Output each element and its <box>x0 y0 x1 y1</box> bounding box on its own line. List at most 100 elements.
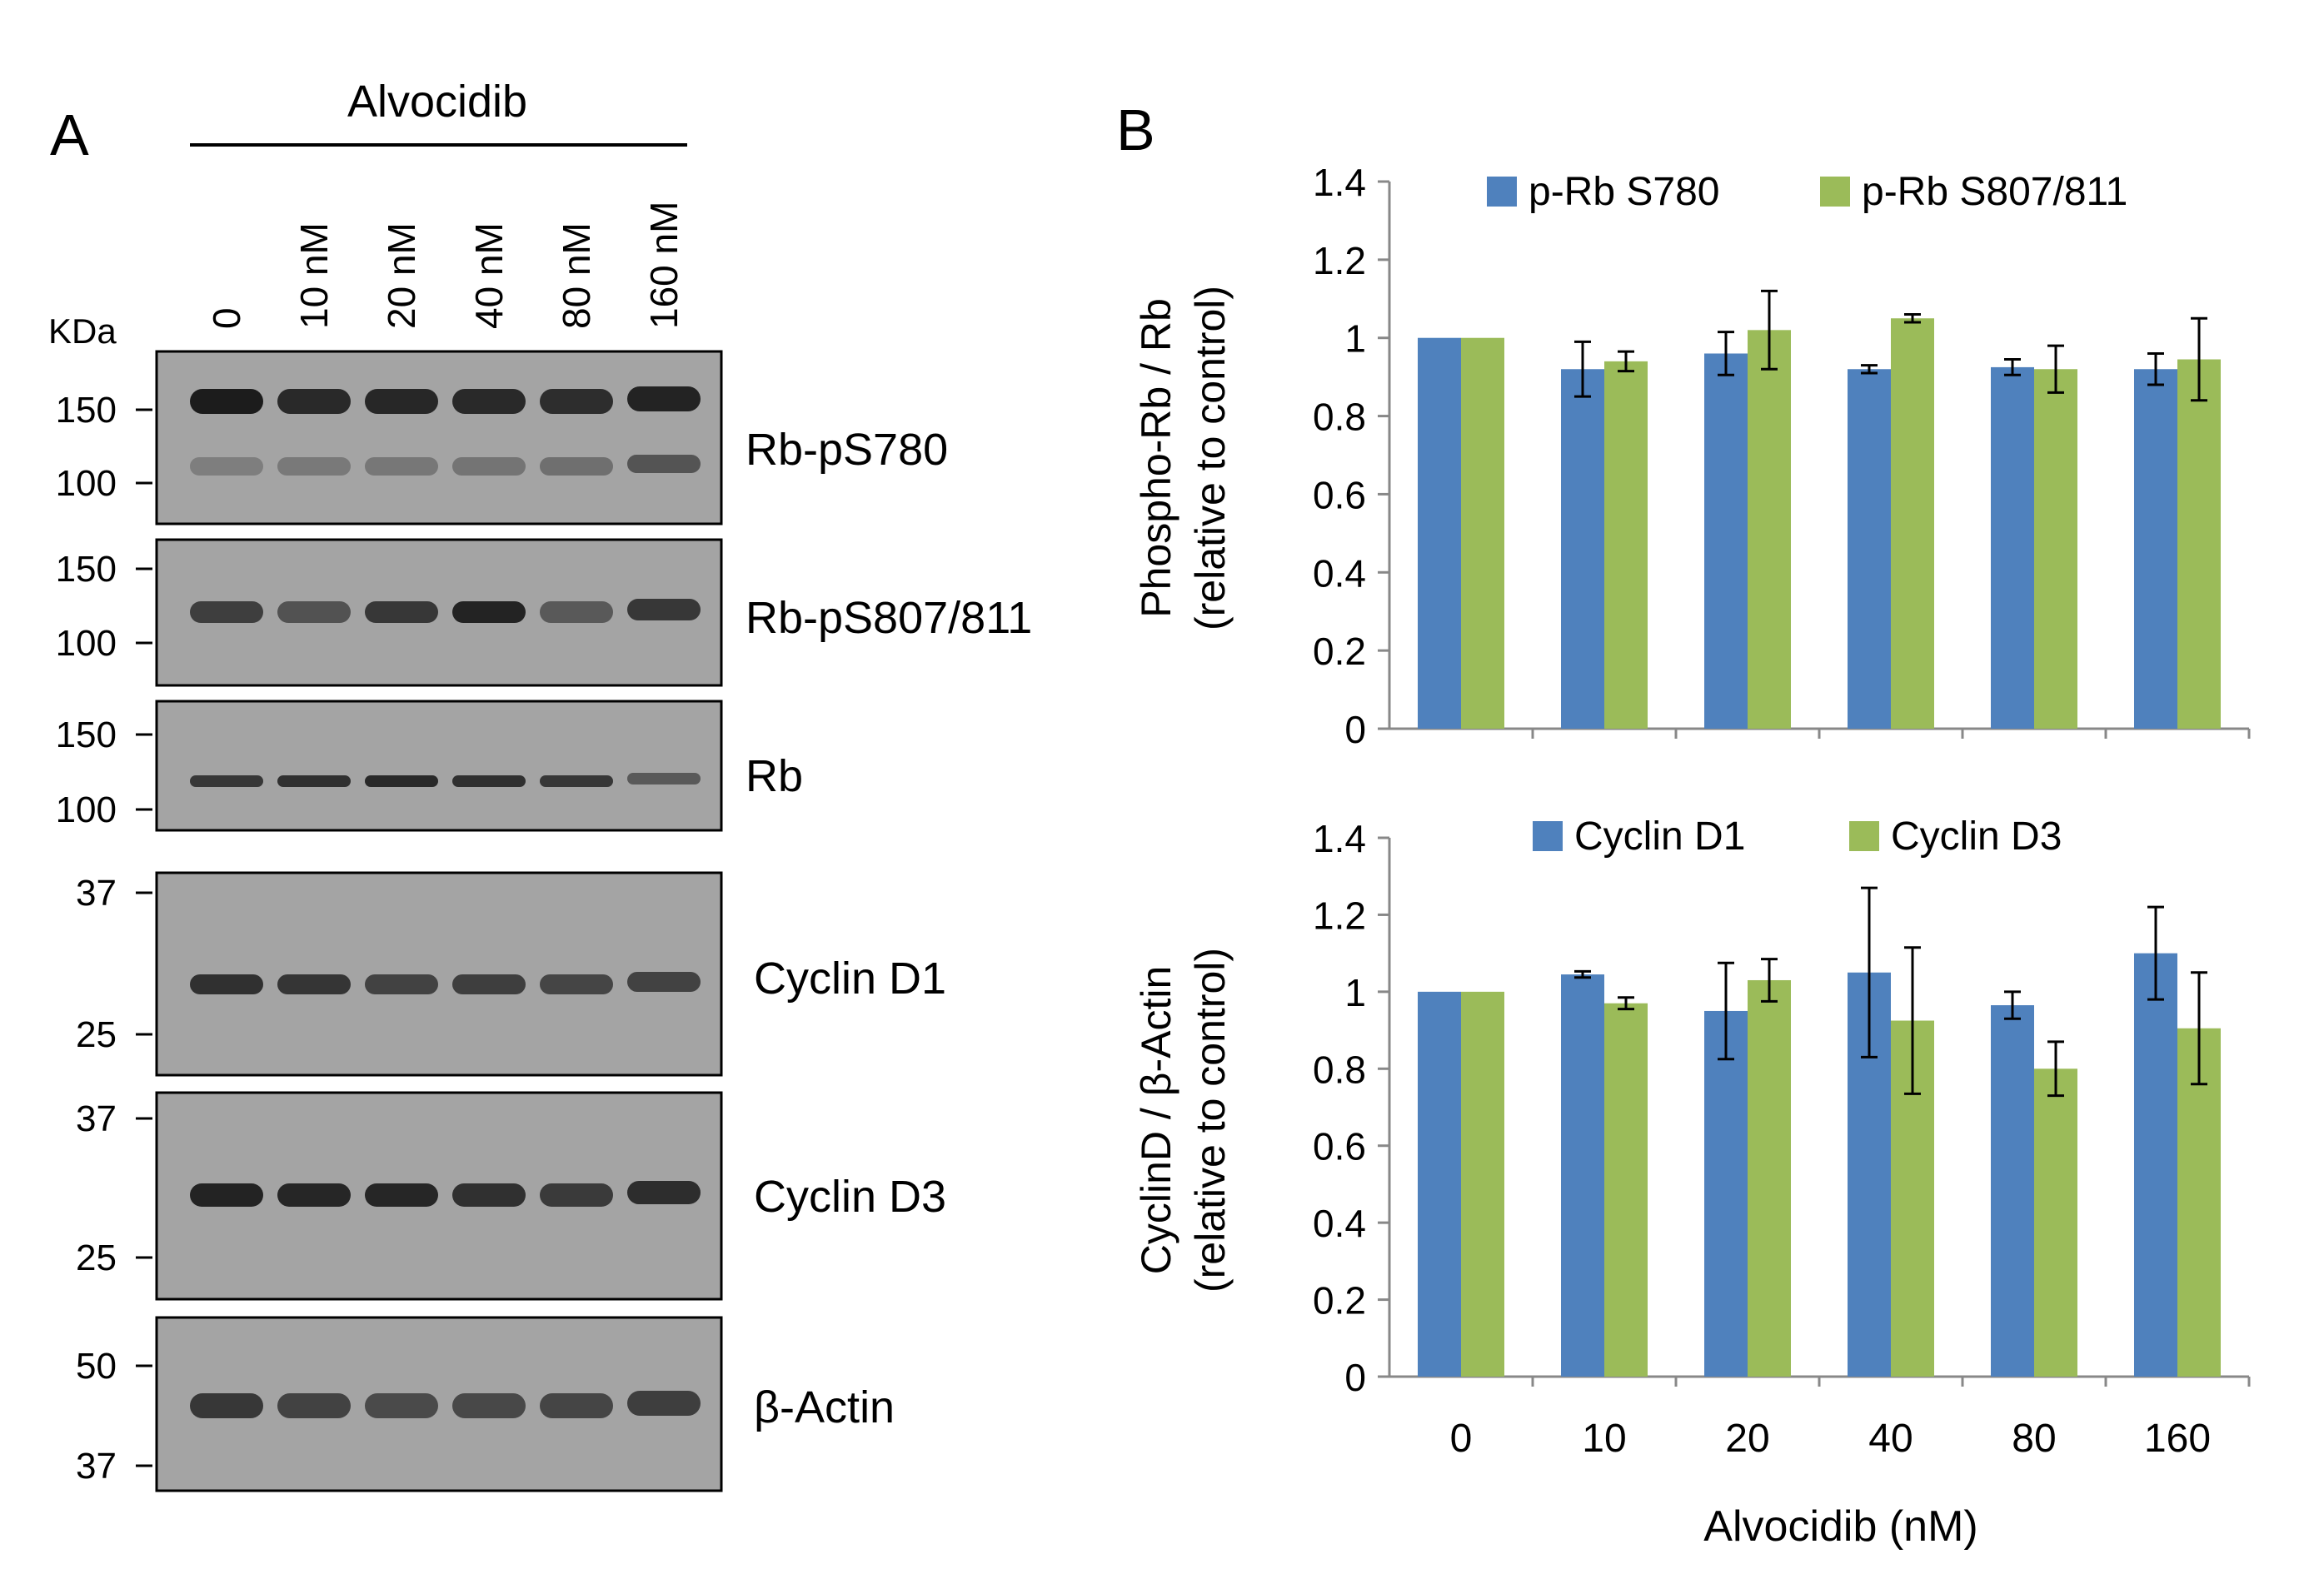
blot-label: Cyclin D3 <box>754 1172 946 1222</box>
blot-band <box>627 455 701 473</box>
legend-swatch <box>1487 177 1517 207</box>
bar-p-rb-s807-811-80 <box>2034 369 2077 729</box>
blot-3: 150 100 Rb <box>56 700 803 832</box>
bar-p-rb-s780-80 <box>1991 366 2034 729</box>
blot-4: 37 25 Cyclin D1 <box>76 871 946 1077</box>
blot-band <box>190 775 263 787</box>
panel-b: B Phospho-Rb / Rb (relative to control) … <box>1116 97 2251 1551</box>
blot-band <box>627 386 701 411</box>
error-bar <box>1718 961 1734 1061</box>
blot-band <box>540 775 613 787</box>
blot-band <box>627 972 701 992</box>
bar-p-rb-s807-811-0 <box>1461 337 1504 729</box>
kda-label: KDa <box>48 311 117 351</box>
blot-band <box>627 1181 701 1204</box>
blot-membrane <box>155 871 723 1077</box>
bar-cyclin-d1-20 <box>1704 1010 1748 1377</box>
marker-label: 100 <box>56 463 117 504</box>
bar-p-rb-s807-811-20 <box>1748 330 1791 729</box>
bar-p-rb-s807-811-160 <box>2177 359 2221 729</box>
blot-band <box>540 389 613 414</box>
blot-band <box>190 974 263 994</box>
bar-cyclin-d1-80 <box>1991 1005 2034 1377</box>
bar-cyclin-d3-80 <box>2034 1068 2077 1377</box>
y-tick-label: 0.4 <box>1313 551 1366 595</box>
error-bar <box>2147 351 2164 386</box>
error-bar <box>1761 289 1778 371</box>
error-bar <box>1618 350 1634 373</box>
blot-band <box>277 457 351 476</box>
error-bar <box>2147 905 2164 1001</box>
lane-label: 40 nM <box>467 222 511 329</box>
chart-cyclin-d: CyclinD / β-Actin (relative to control) … <box>1133 814 2251 1461</box>
bar-cyclin-d3-20 <box>1748 979 1791 1377</box>
marker-label: 25 <box>76 1014 117 1055</box>
lane-label: 20 nM <box>380 222 423 329</box>
blot-band <box>452 974 526 994</box>
y-tick-label: 1.2 <box>1313 239 1366 282</box>
legend-label: p-Rb S807/811 <box>1862 170 2127 214</box>
error-bar <box>2191 971 2207 1086</box>
x-tick-label: 10 <box>1582 1417 1626 1461</box>
bar-cyclin-d3-0 <box>1461 991 1504 1377</box>
error-bar <box>1574 340 1591 398</box>
legend: Cyclin D1 Cyclin D3 <box>1533 814 2062 859</box>
legend-swatch <box>1820 177 1850 207</box>
lane-label: 0 <box>205 307 248 329</box>
blot-band <box>365 601 438 623</box>
blot-band <box>540 1393 613 1418</box>
lane-label: 80 nM <box>555 222 598 329</box>
blot-band <box>277 1393 351 1418</box>
y-tick-label: 1.4 <box>1313 161 1366 204</box>
y-tick-label: 1 <box>1344 971 1366 1014</box>
y-tick-label: 0 <box>1344 1356 1366 1399</box>
blot-band <box>627 1391 701 1416</box>
blot-band <box>540 974 613 994</box>
blot-6: 50 37 β-Actin <box>76 1316 895 1492</box>
y-tick-label: 0.6 <box>1313 1125 1366 1168</box>
blot-band <box>365 1393 438 1418</box>
lane-labels: 0 10 nM 20 nM 40 nM 80 nM 160 nM <box>205 202 686 329</box>
x-tick-label: 20 <box>1725 1417 1769 1461</box>
error-bar <box>1574 969 1591 979</box>
blot-band <box>190 457 263 476</box>
y-axis-label-line2: (relative to control) <box>1187 286 1234 630</box>
blot-band <box>540 1183 613 1207</box>
blot-band <box>277 1183 351 1207</box>
blot-band <box>277 389 351 414</box>
y-axis-label-line1: CyclinD / β-Actin <box>1133 966 1179 1274</box>
bar-p-rb-s807-811-10 <box>1604 361 1648 729</box>
blot-band <box>190 601 263 623</box>
bar-cyclin-d3-10 <box>1604 1003 1648 1377</box>
blot-band <box>365 389 438 414</box>
legend-label: Cyclin D1 <box>1574 814 1745 859</box>
blot-band <box>365 457 438 476</box>
y-tick-label: 0 <box>1344 708 1366 751</box>
bar-cyclin-d1-10 <box>1561 974 1604 1377</box>
blot-band <box>627 773 701 784</box>
error-bar <box>2047 344 2064 394</box>
legend-swatch <box>1533 821 1563 851</box>
blot-membrane <box>155 350 723 525</box>
bar-p-rb-s780-40 <box>1848 369 1891 729</box>
error-bar <box>1904 313 1921 324</box>
drug-header: Alvocidib <box>347 77 527 127</box>
bar-cyclin-d1-0 <box>1418 991 1461 1377</box>
error-bar <box>2004 990 2021 1020</box>
error-bar <box>1861 364 1878 375</box>
blot-band <box>365 775 438 787</box>
bar-p-rb-s780-20 <box>1704 353 1748 729</box>
legend-swatch <box>1849 821 1879 851</box>
blot-band <box>540 457 613 476</box>
marker-label: 150 <box>56 549 117 590</box>
panel-a-label: A <box>50 102 89 167</box>
x-tick-label: 160 <box>2144 1417 2211 1461</box>
blot-band <box>627 599 701 620</box>
blots: 150 100 Rb-pS780 150 100 Rb-pS807/811 150 100 Rb… <box>56 350 1032 1492</box>
y-tick-label: 0.4 <box>1313 1202 1366 1245</box>
marker-label: 37 <box>76 1446 117 1487</box>
error-bar <box>2004 358 2021 376</box>
blot-2: 150 100 Rb-pS807/811 <box>56 538 1032 687</box>
blot-5: 37 25 Cyclin D3 <box>76 1091 946 1301</box>
